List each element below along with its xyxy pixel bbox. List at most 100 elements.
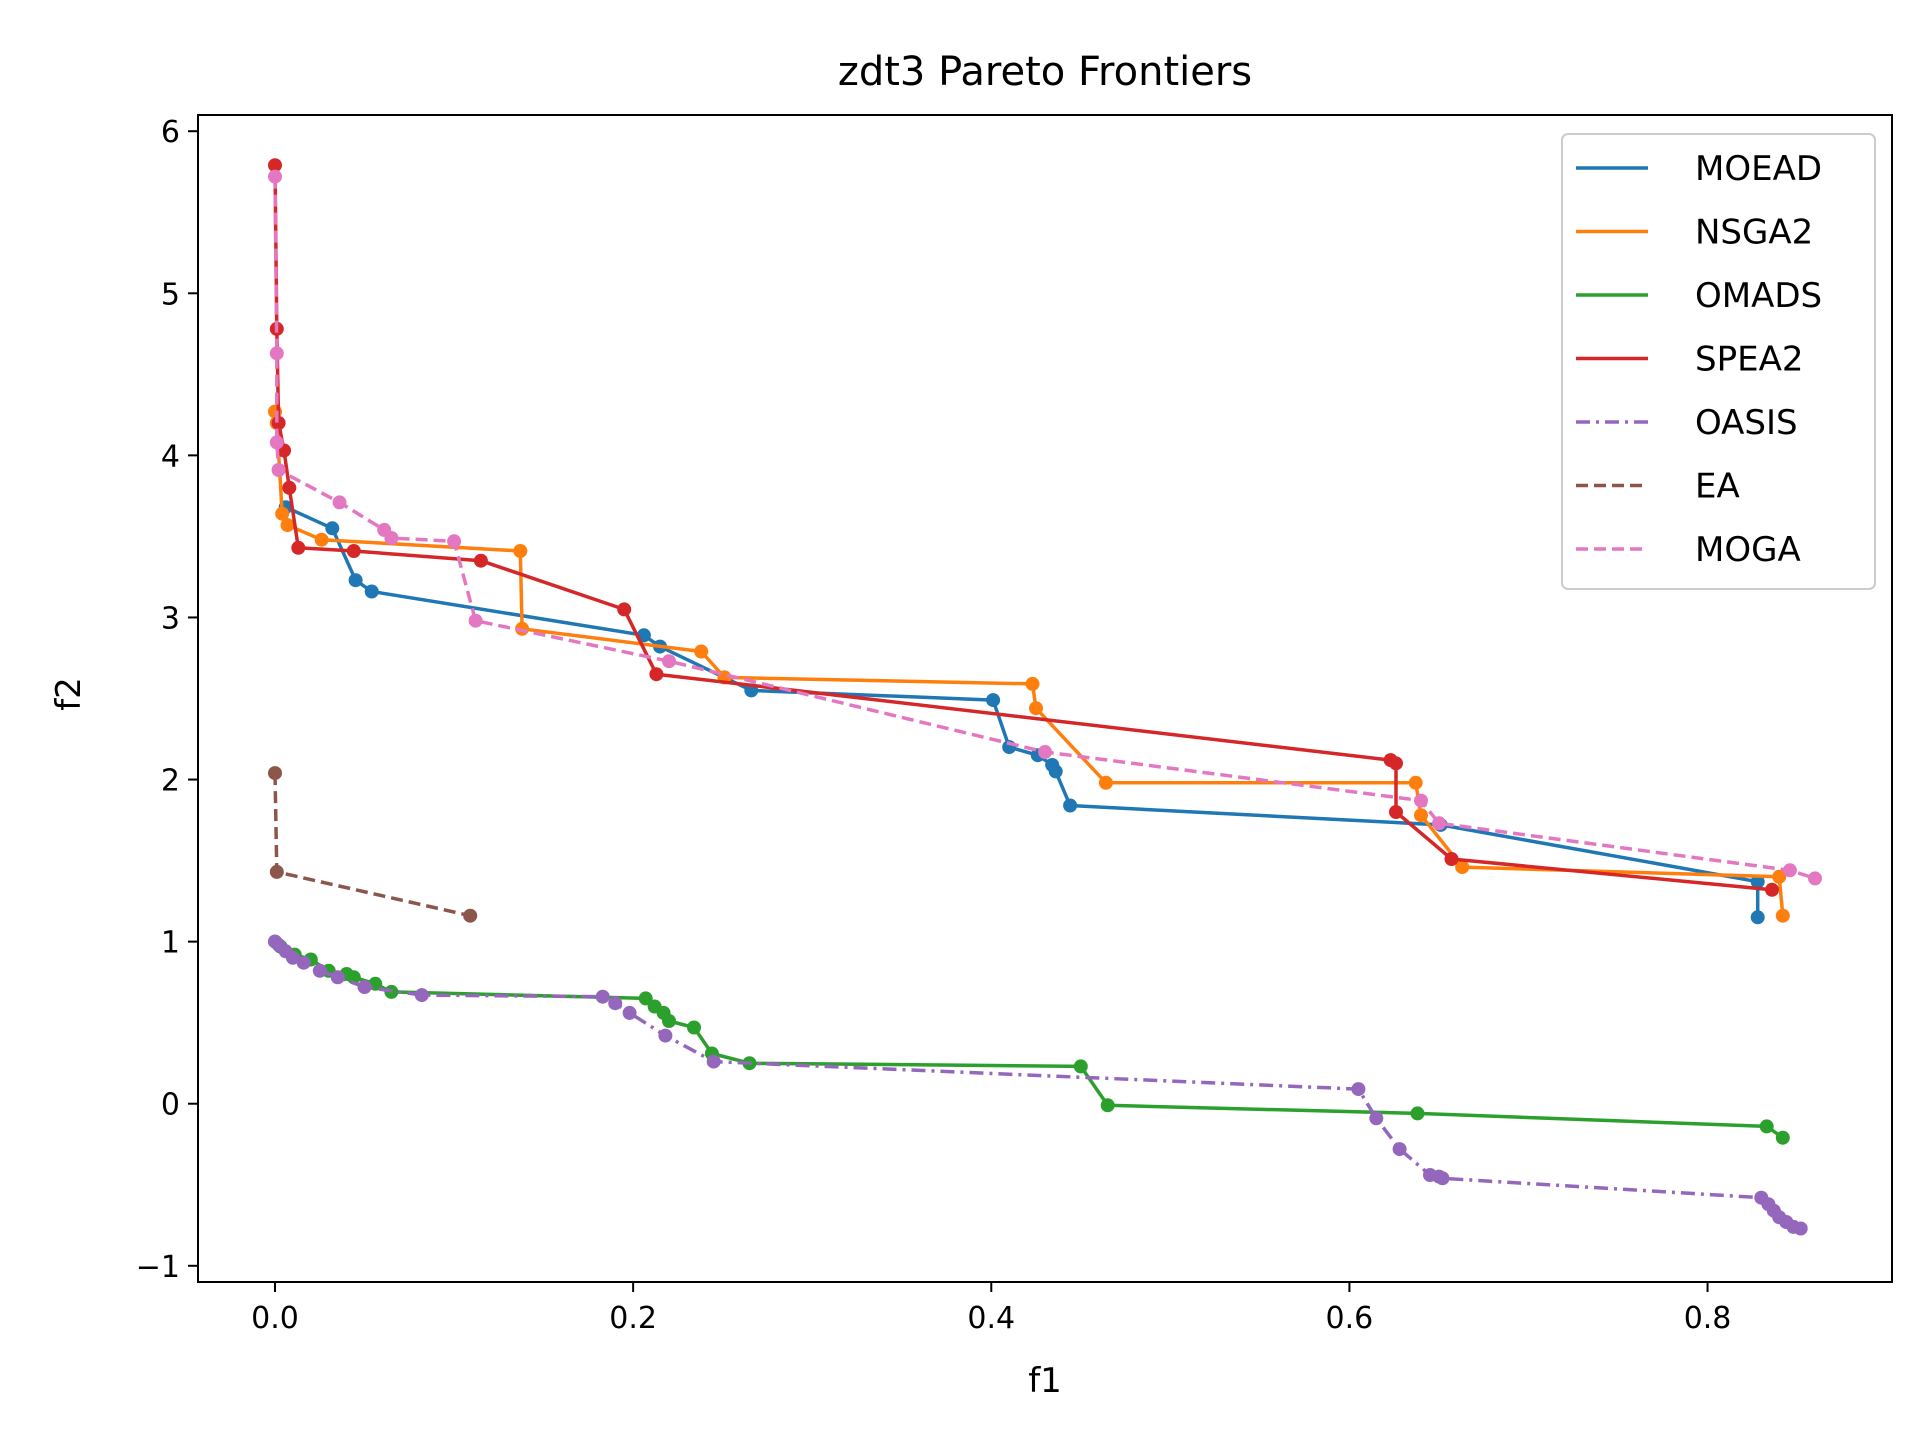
data-point-spea2 bbox=[282, 480, 297, 495]
data-point-omads bbox=[1775, 1130, 1790, 1145]
data-point-oasis bbox=[1392, 1142, 1407, 1157]
x-tick-label: 0.8 bbox=[1684, 1301, 1732, 1336]
data-point-moead bbox=[325, 521, 340, 536]
data-point-nsga2 bbox=[280, 518, 295, 533]
data-point-oasis bbox=[285, 950, 300, 965]
legend-box bbox=[1561, 133, 1876, 590]
data-point-omads bbox=[1410, 1106, 1425, 1121]
data-point-moga bbox=[1432, 816, 1446, 831]
legend-label-moead: MOEAD bbox=[1695, 149, 1822, 189]
series-moga bbox=[268, 169, 1822, 886]
data-point-spea2 bbox=[1389, 805, 1403, 819]
y-tick-label: −1 bbox=[136, 1250, 180, 1285]
data-point-oasis bbox=[414, 988, 429, 1003]
legend-label-ea: EA bbox=[1695, 467, 1740, 507]
plot-frame bbox=[197, 114, 1893, 1283]
data-point-omads bbox=[346, 970, 361, 985]
data-point-nsga2 bbox=[1408, 775, 1423, 790]
y-tick-label: 2 bbox=[161, 764, 180, 799]
data-point-nsga2 bbox=[694, 644, 709, 659]
data-point-spea2 bbox=[1444, 852, 1459, 866]
y-tick-label: 0 bbox=[161, 1088, 180, 1123]
data-point-oasis bbox=[1351, 1082, 1366, 1097]
chart-title: zdt3 Pareto Frontiers bbox=[838, 49, 1252, 95]
data-point-moead bbox=[1750, 874, 1765, 889]
data-point-moga bbox=[1038, 745, 1052, 759]
series-ea bbox=[268, 766, 478, 923]
y-tick-label: 5 bbox=[161, 277, 180, 312]
data-point-moead bbox=[1063, 798, 1078, 813]
data-point-omads bbox=[1759, 1119, 1774, 1134]
data-point-omads bbox=[1073, 1059, 1088, 1074]
data-point-moead bbox=[364, 584, 379, 599]
data-point-moead bbox=[348, 573, 363, 588]
data-point-spea2 bbox=[346, 544, 361, 558]
data-point-omads bbox=[662, 1014, 676, 1028]
data-point-oasis bbox=[1793, 1221, 1808, 1236]
legend: MOEAD NSGA2 OMADS SPEA2 OASIS EA MOGA bbox=[1561, 133, 1876, 590]
data-point-nsga2 bbox=[1775, 908, 1790, 923]
data-point-spea2 bbox=[268, 158, 282, 173]
data-point-moga bbox=[662, 654, 676, 669]
data-point-moga bbox=[271, 463, 286, 477]
data-point-moga bbox=[269, 435, 284, 450]
data-point-oasis bbox=[312, 963, 327, 978]
data-point-nsga2 bbox=[1029, 701, 1043, 716]
data-point-omads bbox=[687, 1020, 701, 1035]
plot-series bbox=[268, 158, 1822, 1236]
data-point-moga bbox=[447, 534, 462, 549]
data-point-nsga2 bbox=[1098, 775, 1113, 790]
legend-label-nsga2: NSGA2 bbox=[1695, 213, 1813, 253]
data-point-oasis bbox=[658, 1028, 673, 1043]
data-point-moead bbox=[1750, 910, 1765, 925]
y-tick-label: 4 bbox=[161, 439, 180, 474]
data-point-moga bbox=[1808, 871, 1822, 886]
data-point-oasis bbox=[706, 1054, 721, 1069]
data-point-spea2 bbox=[473, 553, 488, 568]
data-point-omads bbox=[638, 991, 653, 1006]
data-point-nsga2 bbox=[1414, 808, 1428, 823]
data-point-spea2 bbox=[271, 416, 286, 430]
data-point-moga bbox=[332, 495, 347, 510]
legend-label-moga: MOGA bbox=[1695, 530, 1801, 570]
y-axis-label: f2 bbox=[49, 677, 89, 711]
data-point-spea2 bbox=[1389, 756, 1403, 771]
y-tick-label: 6 bbox=[161, 115, 180, 150]
data-point-oasis bbox=[296, 955, 311, 970]
legend-label-spea2: SPEA2 bbox=[1695, 340, 1803, 380]
legend-label-omads: OMADS bbox=[1695, 276, 1822, 316]
data-point-oasis bbox=[608, 996, 623, 1011]
data-point-moga bbox=[384, 531, 399, 545]
data-point-oasis bbox=[330, 970, 345, 985]
x-tick-label: 0.6 bbox=[1326, 1301, 1374, 1336]
data-point-spea2 bbox=[617, 602, 632, 617]
data-point-moead bbox=[1048, 764, 1063, 779]
data-point-ea bbox=[463, 908, 478, 923]
data-point-nsga2 bbox=[513, 544, 528, 558]
data-point-omads bbox=[1100, 1098, 1115, 1113]
x-tick-label: 0.0 bbox=[251, 1301, 299, 1336]
y-tick-label: 3 bbox=[161, 601, 180, 636]
data-point-moga bbox=[1414, 793, 1428, 808]
data-point-spea2 bbox=[649, 667, 664, 682]
x-axis-label: f1 bbox=[1028, 1361, 1062, 1401]
data-point-oasis bbox=[622, 1005, 637, 1020]
x-axis: 0.0 0.2 0.4 0.6 0.8 bbox=[251, 1282, 1731, 1336]
legend-label-oasis: OASIS bbox=[1695, 403, 1798, 443]
data-point-nsga2 bbox=[1025, 676, 1040, 691]
y-axis: −1 0 1 2 3 4 5 6 bbox=[136, 115, 198, 1285]
data-point-moead bbox=[986, 693, 1001, 708]
series-spea2 bbox=[268, 158, 1779, 897]
data-point-spea2 bbox=[1765, 882, 1779, 897]
y-tick-label: 1 bbox=[161, 926, 180, 961]
data-point-ea bbox=[268, 766, 282, 781]
data-point-moga bbox=[269, 346, 284, 361]
data-point-oasis bbox=[595, 989, 610, 1004]
series-oasis bbox=[268, 934, 1808, 1236]
data-point-nsga2 bbox=[275, 506, 290, 521]
data-point-moga bbox=[268, 169, 282, 184]
data-point-nsga2 bbox=[314, 532, 329, 547]
data-point-moga bbox=[468, 613, 483, 628]
data-point-oasis bbox=[357, 980, 372, 994]
